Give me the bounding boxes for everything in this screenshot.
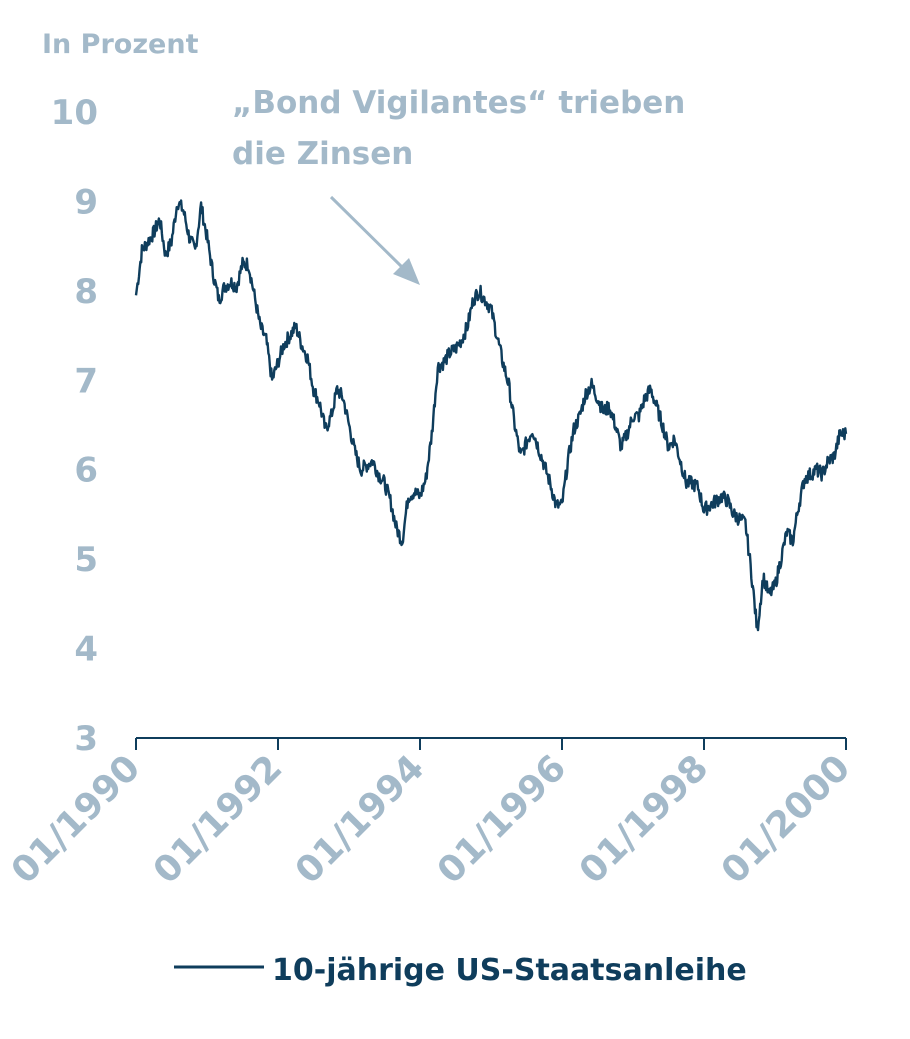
x-tick-label: 01/1994: [288, 747, 433, 892]
x-tick-label: 01/1992: [146, 747, 291, 892]
y-tick-label: 4: [74, 630, 98, 670]
x-tick-label: 01/2000: [714, 747, 859, 892]
annotation-line-2: die Zinsen: [232, 136, 413, 172]
x-tick-label: 01/1996: [430, 747, 575, 892]
legend: 10-jährige US-Staatsanleihe: [174, 953, 747, 988]
annotation-arrow-head: [393, 258, 420, 285]
y-tick-label: 10: [51, 93, 98, 133]
y-tick-label: 8: [74, 272, 98, 312]
y-tick-label: 7: [74, 361, 98, 401]
x-axis-labels: 01/199001/199201/199401/199601/199801/20…: [4, 747, 859, 892]
y-axis-unit-label: In Prozent: [42, 29, 199, 60]
y-tick-label: 9: [74, 182, 98, 222]
x-tick-label: 01/1998: [572, 747, 717, 892]
y-tick-label: 5: [74, 540, 98, 580]
y-tick-label: 6: [74, 451, 98, 491]
series-line-10y-treasury: [134, 199, 848, 632]
x-tick-label: 01/1990: [4, 747, 149, 892]
annotation-line-1: „Bond Vigilantes“ trieben: [232, 85, 685, 121]
annotation: „Bond Vigilantes“ trieben die Zinsen: [232, 85, 685, 285]
annotation-arrow-line: [329, 195, 406, 271]
y-tick-label: 3: [74, 719, 98, 759]
legend-label: 10-jährige US-Staatsanleihe: [272, 953, 747, 988]
x-axis-ticks: [135, 738, 847, 750]
x-axis: 01/199001/199201/199401/199601/199801/20…: [4, 737, 859, 892]
y-axis-labels: 3 4 5 6 7 8 9 10: [51, 93, 98, 759]
